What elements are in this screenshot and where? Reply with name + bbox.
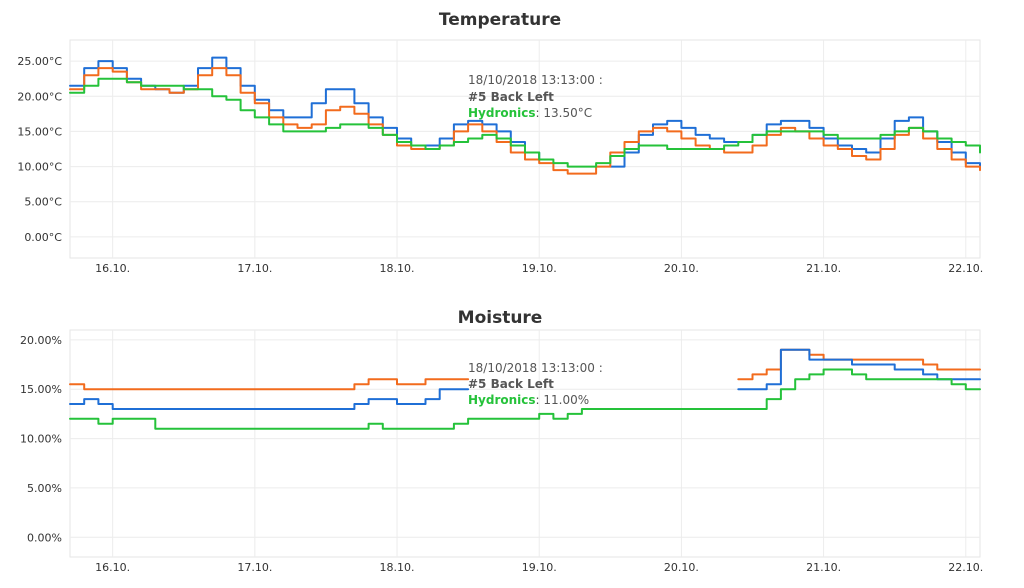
temperature-tooltip-value: : 13.50°C [536,106,593,120]
temperature-tooltip-series-name: #5 Back Left [468,90,554,104]
moisture-x-tick-label: 22.10. [948,561,983,574]
temperature-x-tick-label: 20.10. [664,262,699,275]
temperature-y-tick-label: 0.00°C [24,231,62,244]
temperature-series-line-2 [69,67,981,175]
moisture-x-tick-label: 18.10. [380,561,415,574]
temperature-x-tick-label: 19.10. [522,262,557,275]
temperature-x-tick-label: 22.10. [948,262,983,275]
temperature-tooltip: 18/10/2018 13:13:00 : #5 Back Left Hydro… [468,73,603,120]
moisture-x-tick-label: 17.10. [237,561,272,574]
temperature-y-tick-label: 20.00°C [17,90,62,103]
moisture-series-line-3 [69,368,981,430]
temperature-chart: Temperature 0.00°C 5.00°C 10.00°C 15.00°C 20… [17,10,983,275]
temperature-x-tick-label: 21.10. [806,262,841,275]
temperature-y-tick-label: 15.00°C [17,125,62,138]
temperature-tooltip-series-name-2: Hydronics [468,106,536,120]
moisture-tooltip: 18/10/2018 13:13:00 : #5 Back Left Hydro… [468,361,603,407]
moisture-tooltip-series-name: #5 Back Left [468,377,554,391]
moisture-tooltip-series-name-2: Hydronics [468,393,536,407]
temperature-y-tick-label: 25.00°C [17,55,62,68]
moisture-x-tick-label: 19.10. [522,561,557,574]
temperature-x-tick-label: 16.10. [95,262,130,275]
moisture-chart: Moisture 0.00% 5.00% 10.00% 15.00% 20.00% 16… [20,308,983,574]
moisture-series-line-2 [69,348,981,410]
moisture-y-tick-label: 5.00% [27,482,62,495]
temperature-y-tick-label: 10.00°C [17,161,62,174]
moisture-y-tick-label: 10.00% [20,433,62,446]
moisture-title: Moisture [458,308,543,328]
temperature-tooltip-date: 18/10/2018 13:13:00 : [468,73,603,87]
moisture-x-tick-label: 21.10. [806,561,841,574]
temperature-title: Temperature [439,10,561,30]
temperature-x-tick-label: 17.10. [237,262,272,275]
moisture-y-tick-label: 15.00% [20,383,62,396]
moisture-tooltip-date: 18/10/2018 13:13:00 : [468,361,603,375]
moisture-tooltip-value: : 11.00% [536,393,590,407]
temperature-tooltip-value-line: Hydronics: 13.50°C [468,106,592,120]
moisture-tooltip-value-line: Hydronics: 11.00% [468,393,589,407]
moisture-y-tick-label: 0.00% [27,531,62,544]
temperature-x-tick-label: 18.10. [380,262,415,275]
moisture-y-tick-label: 20.00% [20,334,62,347]
moisture-x-tick-label: 16.10. [95,561,130,574]
temperature-series-line-3 [69,77,981,168]
temperature-y-tick-label: 5.00°C [24,196,62,209]
moisture-x-tick-label: 20.10. [664,561,699,574]
moisture-plot-frame [69,329,981,558]
